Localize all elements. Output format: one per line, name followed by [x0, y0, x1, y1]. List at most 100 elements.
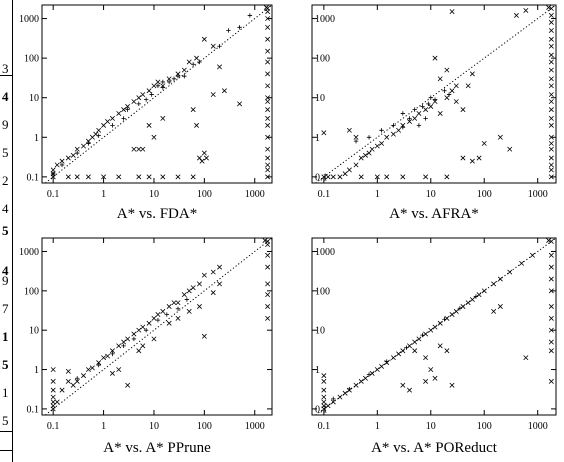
- data-point: [54, 399, 60, 405]
- data-point: [444, 67, 450, 73]
- data-point: [476, 155, 482, 161]
- data-point: [453, 83, 459, 89]
- data-point: [321, 378, 327, 384]
- data-point: [171, 76, 177, 82]
- data-point: [347, 386, 352, 392]
- y-tick-label: 0.1: [315, 172, 328, 183]
- data-point: [160, 308, 166, 314]
- data-point: [70, 382, 76, 388]
- data-point: [160, 115, 166, 121]
- data-point: [125, 382, 131, 388]
- data-point: [136, 327, 142, 333]
- data-point: [50, 367, 56, 373]
- data-point: [321, 394, 327, 400]
- data-point: [548, 115, 554, 121]
- data-point: [353, 162, 359, 168]
- data-point: [125, 107, 130, 112]
- data-point: [548, 52, 554, 58]
- data-point: [548, 264, 554, 270]
- data-point: [346, 167, 352, 173]
- data-point: [50, 171, 56, 176]
- data-point: [449, 9, 455, 15]
- scatter-series: [331, 294, 479, 402]
- x-tick-label: 1: [101, 189, 106, 200]
- data-point: [105, 353, 111, 359]
- y-tick-label: 1: [34, 365, 39, 376]
- data-point: [265, 292, 271, 298]
- data-point: [391, 123, 396, 128]
- data-point: [160, 174, 166, 180]
- data-point: [184, 297, 190, 302]
- data-point: [523, 7, 529, 13]
- data-point: [140, 146, 146, 152]
- x-tick-label: 100: [477, 189, 492, 200]
- data-point: [523, 355, 529, 361]
- y-tick-label: 0.1: [27, 404, 40, 415]
- y-tick-label: 1000: [19, 247, 39, 258]
- data-point: [465, 300, 471, 306]
- data-point: [416, 123, 422, 128]
- data-point: [469, 158, 475, 164]
- x-tick-label: 100: [197, 421, 212, 432]
- data-point: [546, 5, 552, 11]
- x-tick-label: 1000: [528, 421, 548, 432]
- data-point: [469, 71, 475, 77]
- data-point: [50, 403, 56, 409]
- data-point: [151, 315, 157, 321]
- data-point: [109, 115, 115, 121]
- x-tick-label: 10: [149, 189, 159, 200]
- x-tick-label: 1000: [245, 421, 265, 432]
- data-point: [201, 36, 207, 42]
- data-point: [65, 368, 71, 374]
- data-point: [507, 146, 513, 152]
- data-point: [449, 312, 455, 318]
- data-point: [131, 331, 137, 337]
- left-strip-digit: 3: [2, 61, 9, 76]
- data-point: [416, 110, 422, 116]
- data-point: [400, 382, 406, 388]
- data-point: [265, 48, 271, 54]
- data-point: [143, 327, 149, 333]
- data-point: [548, 339, 554, 345]
- data-point: [548, 252, 554, 258]
- data-point: [423, 331, 429, 337]
- data-point: [548, 12, 554, 18]
- data-point: [428, 95, 433, 100]
- data-point: [74, 378, 80, 384]
- data-point: [217, 64, 223, 70]
- y-tick-label: 10: [29, 93, 39, 104]
- y-tick-label: 100: [24, 286, 39, 297]
- data-point: [457, 306, 463, 311]
- data-point: [325, 403, 331, 409]
- left-strip-digit: 5: [2, 413, 9, 428]
- x-tick-label: 1: [101, 421, 106, 432]
- data-point: [265, 99, 271, 105]
- scatter-series: [321, 5, 554, 180]
- left-strip-digit: 4: [2, 201, 9, 216]
- data-point: [420, 104, 425, 109]
- x-tick-label: 0.1: [47, 421, 60, 432]
- y-tick-label: 10: [315, 93, 325, 104]
- data-point: [96, 133, 101, 138]
- data-point: [548, 174, 554, 180]
- data-point: [265, 16, 271, 22]
- data-point: [330, 399, 336, 405]
- data-point: [181, 292, 187, 298]
- data-point: [59, 387, 65, 393]
- data-point: [548, 140, 554, 146]
- data-point: [548, 146, 554, 152]
- y-tick-label: 100: [315, 286, 330, 297]
- data-point: [151, 134, 157, 140]
- data-point: [449, 382, 455, 388]
- scatter-series: [75, 297, 190, 381]
- data-point: [121, 107, 127, 113]
- data-point: [548, 288, 554, 294]
- data-point: [444, 315, 450, 321]
- y-tick-label: 1: [315, 133, 320, 144]
- y-tick-label: 1000: [19, 14, 39, 25]
- data-point: [321, 399, 327, 405]
- data-point: [96, 362, 101, 368]
- data-point: [50, 394, 56, 400]
- data-point: [155, 312, 161, 318]
- data-point: [444, 95, 450, 101]
